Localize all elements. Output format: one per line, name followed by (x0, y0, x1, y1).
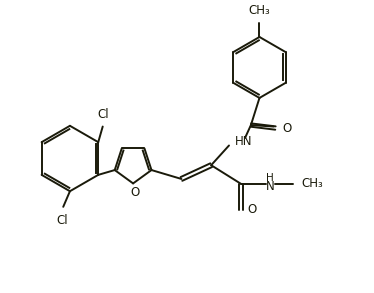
Text: O: O (282, 122, 291, 135)
Text: Cl: Cl (56, 214, 68, 226)
Text: CH₃: CH₃ (249, 4, 270, 17)
Text: Cl: Cl (98, 108, 109, 121)
Text: N: N (266, 180, 275, 193)
Text: H: H (266, 173, 274, 183)
Text: HN: HN (234, 135, 252, 148)
Text: O: O (248, 203, 257, 216)
Text: O: O (130, 186, 139, 199)
Text: CH₃: CH₃ (301, 177, 323, 190)
